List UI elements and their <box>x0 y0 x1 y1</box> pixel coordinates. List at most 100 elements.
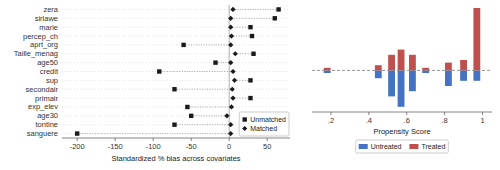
x-tick <box>482 112 483 115</box>
connector <box>174 89 232 90</box>
connector <box>233 9 279 10</box>
point <box>248 96 252 100</box>
chart: zerasirlawemariepercep_chaprt_orgTaille_… <box>0 0 500 170</box>
bar <box>375 70 382 78</box>
bar <box>388 70 395 96</box>
point <box>181 43 185 47</box>
x-tick-label: .6 <box>404 116 410 125</box>
connector <box>233 98 250 99</box>
point <box>228 16 233 21</box>
grid-line <box>62 36 290 37</box>
point <box>213 60 217 64</box>
point <box>228 25 233 30</box>
point <box>232 78 237 83</box>
bar <box>375 65 382 70</box>
x-tick <box>229 138 230 141</box>
legend-label: Unmatched <box>250 116 286 123</box>
point <box>233 51 238 56</box>
point <box>172 123 176 127</box>
bar <box>398 50 405 71</box>
category-label: Taille_menag <box>14 49 58 58</box>
grid-line <box>62 53 290 54</box>
connector <box>231 27 251 28</box>
bar <box>460 60 467 70</box>
point <box>251 52 255 56</box>
category-label: age50 <box>37 58 58 67</box>
legend-swatch <box>359 144 368 149</box>
category-label: sanguere <box>27 129 58 138</box>
legend: UnmatchedMatched <box>239 112 289 136</box>
baseline <box>312 70 492 71</box>
x-tick-label: .2 <box>328 116 334 125</box>
grid-line <box>62 106 290 107</box>
category-label: age30 <box>37 111 58 120</box>
legend-frame <box>239 112 289 136</box>
point <box>248 78 252 82</box>
grid-line <box>62 18 290 19</box>
x-tick <box>267 138 268 141</box>
connector <box>174 124 230 125</box>
point <box>230 87 235 92</box>
legend-swatch <box>242 126 247 131</box>
x-tick-label: 0 <box>227 142 231 151</box>
category-label: primair <box>35 94 58 103</box>
grid-line <box>62 98 290 99</box>
point <box>229 33 234 38</box>
bar <box>473 8 480 70</box>
right-panel: .2.4.6.81Propensity ScoreUntreatedTreate… <box>312 8 492 153</box>
x-tick <box>368 112 369 115</box>
grid-line <box>62 71 290 72</box>
category-label: credit <box>40 67 59 76</box>
x-tick <box>330 112 331 115</box>
point <box>230 69 235 74</box>
point <box>229 104 234 109</box>
category-label: zera <box>43 5 58 14</box>
point <box>228 42 233 47</box>
point <box>250 34 254 38</box>
point <box>230 7 235 12</box>
bar <box>445 70 452 86</box>
point <box>189 114 193 118</box>
point <box>276 7 280 11</box>
x-tick-label: -100 <box>146 142 161 151</box>
point <box>248 25 252 29</box>
x-tick-label: 1 <box>480 116 484 125</box>
category-label: exp_elev <box>28 102 58 111</box>
x-tick <box>153 138 154 141</box>
bar <box>409 55 416 71</box>
grid-line <box>62 62 290 63</box>
bar <box>398 70 405 106</box>
connector <box>231 36 252 37</box>
legend-label: Treated <box>421 143 445 150</box>
connector <box>191 115 227 116</box>
grid-line <box>62 9 290 10</box>
x-tick-label: -50 <box>186 142 197 151</box>
point <box>273 16 277 20</box>
point <box>228 131 233 136</box>
point <box>172 87 176 91</box>
bar <box>409 70 416 91</box>
x-tick-label: .8 <box>441 116 447 125</box>
marks <box>324 8 481 107</box>
point <box>224 113 229 118</box>
x-tick-label: -150 <box>108 142 123 151</box>
bar <box>460 70 467 80</box>
category-label: sup <box>46 76 58 85</box>
connector <box>159 71 233 72</box>
connector <box>184 44 231 45</box>
legend-frame <box>356 140 449 153</box>
grid-line <box>62 27 290 28</box>
category-label: marie <box>39 23 58 32</box>
legend-swatch <box>243 117 247 121</box>
category-label: aprt_org <box>30 40 58 49</box>
point <box>230 96 235 101</box>
x-tick-label: 50 <box>263 142 271 151</box>
x-tick <box>115 138 116 141</box>
x-tick <box>444 112 445 115</box>
x-axis-label: Propensity Score <box>373 127 430 136</box>
legend-label: Untreated <box>371 143 402 150</box>
x-tick <box>77 138 78 141</box>
grid-line <box>62 80 290 81</box>
legend: Untreated Treated <box>356 140 449 153</box>
category-label: tontine <box>35 120 58 129</box>
